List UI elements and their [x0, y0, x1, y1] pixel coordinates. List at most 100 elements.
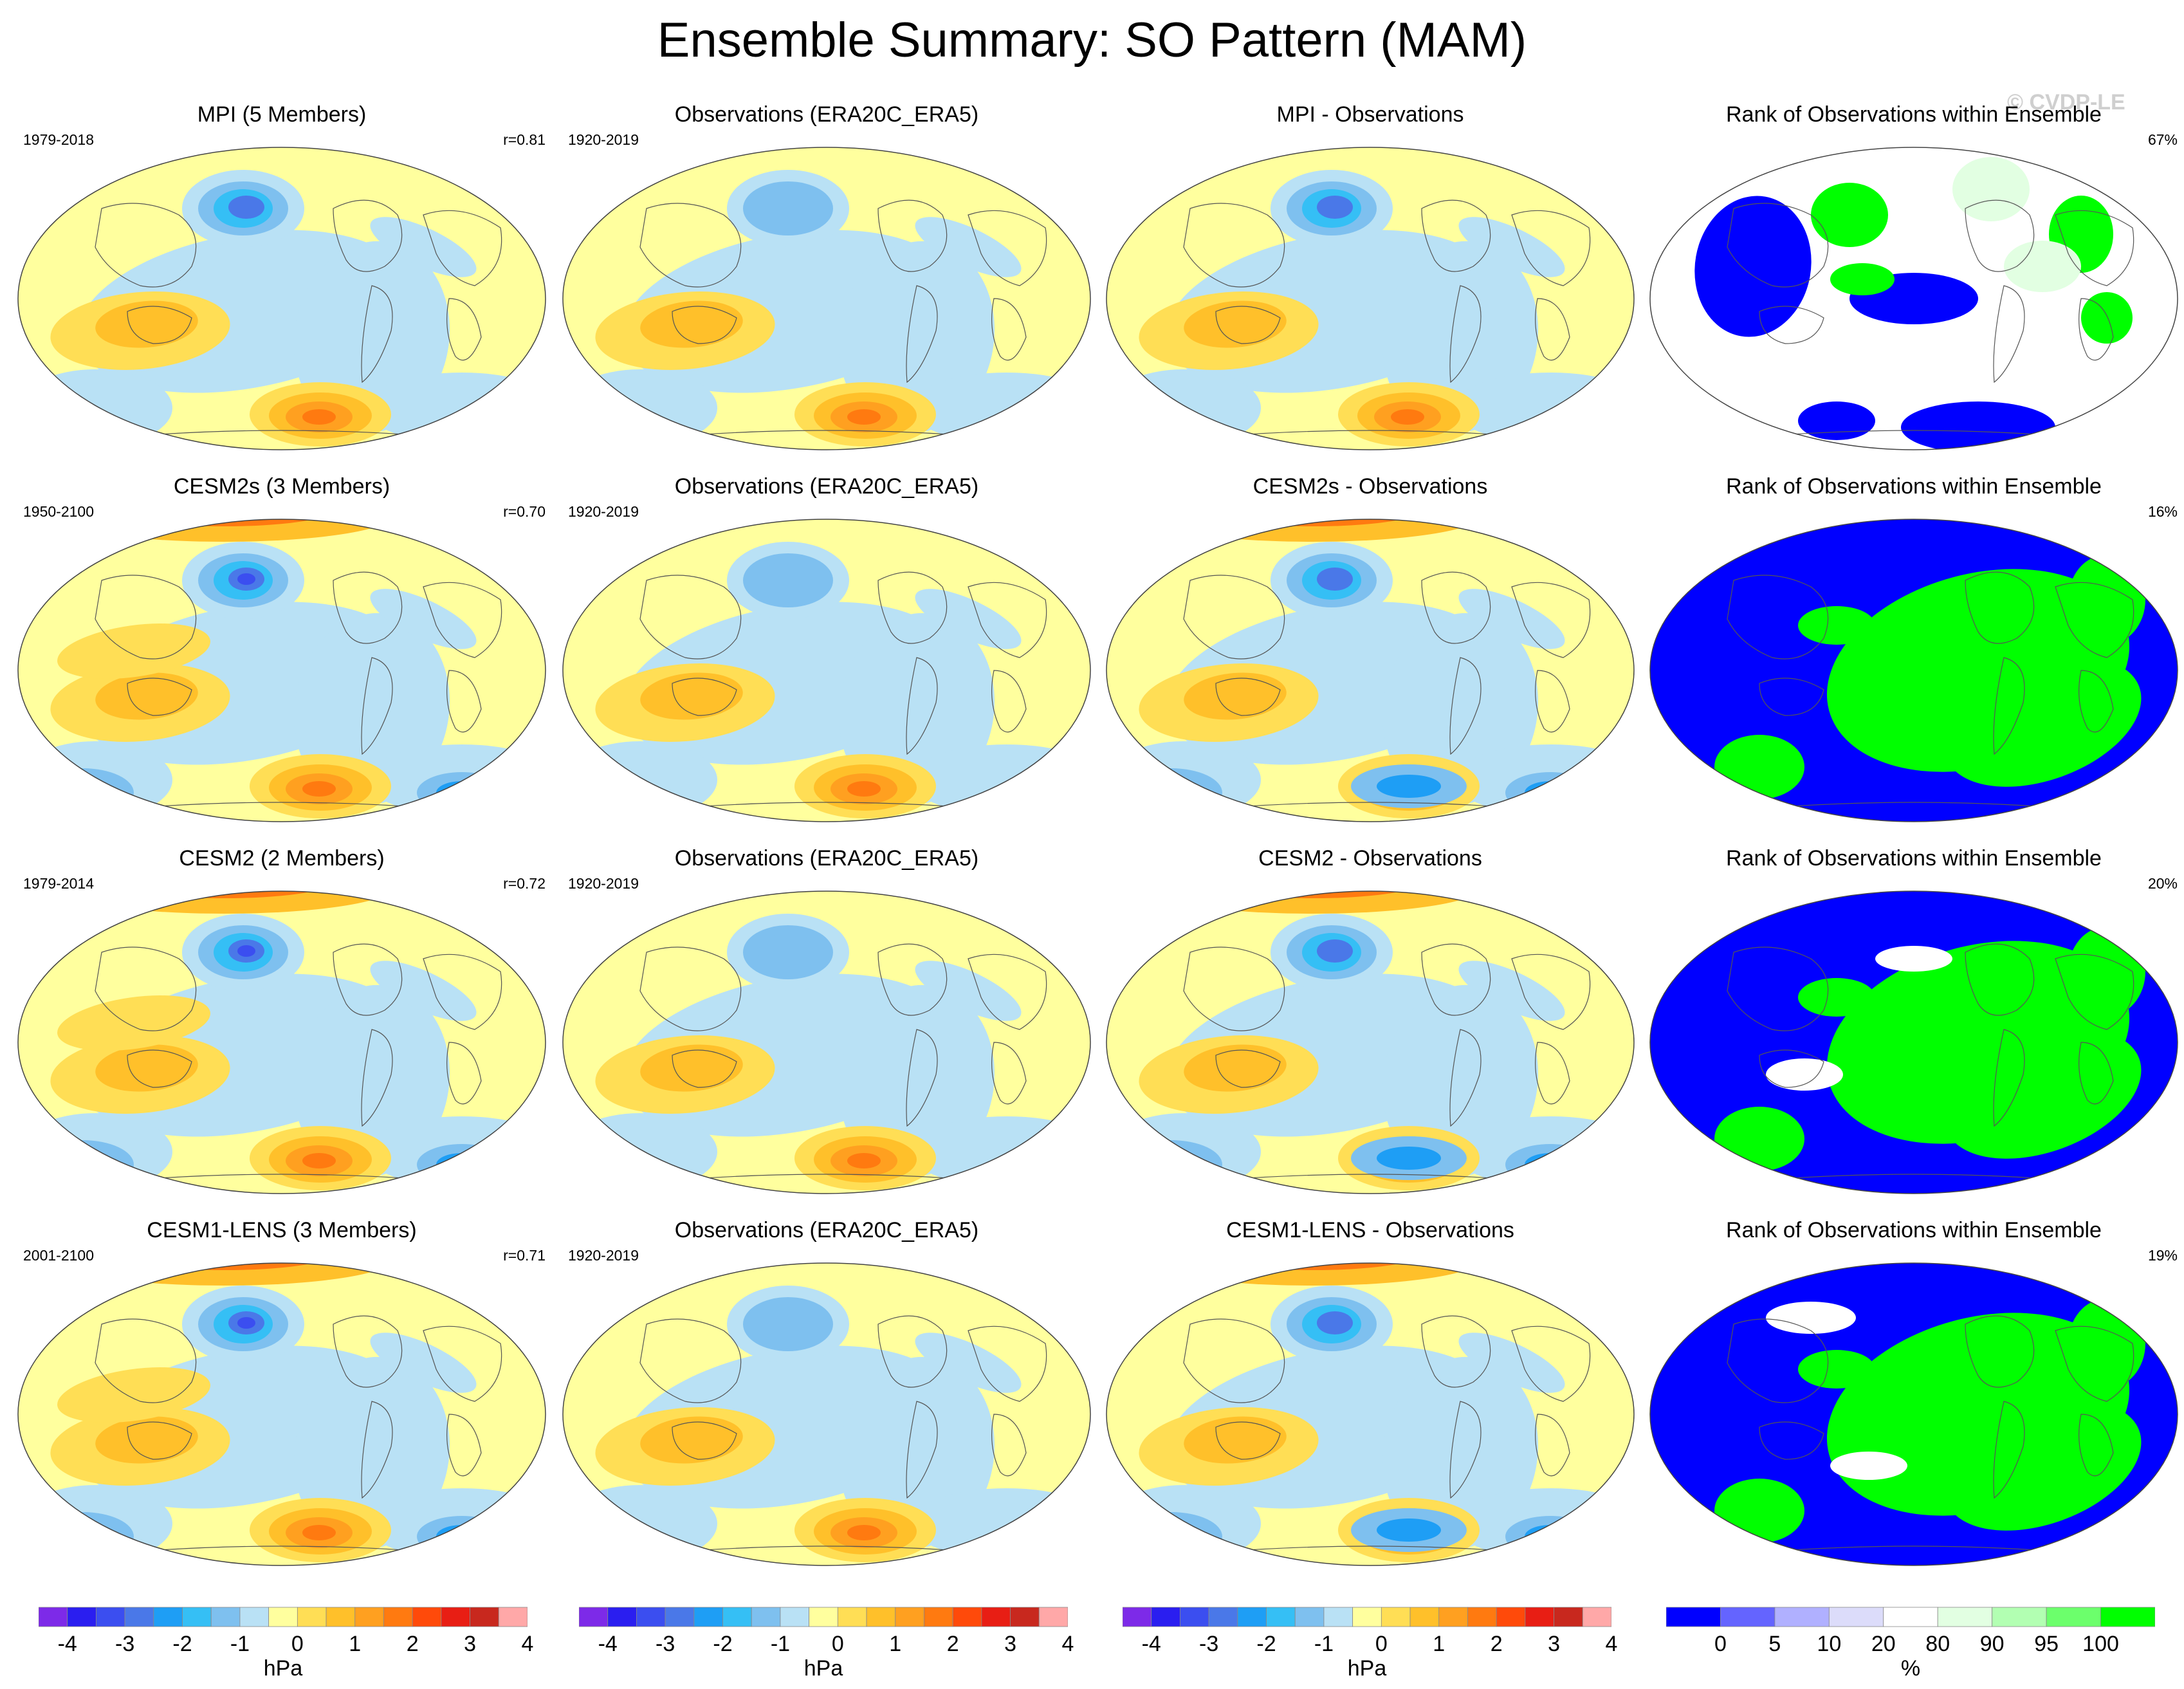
map-projection [562, 519, 1091, 822]
colorbar-swatch-8 [239, 1607, 270, 1627]
colorbar-swatch-14 [412, 1607, 442, 1627]
colorbar-swatch-10 [837, 1607, 867, 1627]
colorbar-observations: -4 -3 -2 -1 0 1 2 3 4 hPa [579, 1603, 1074, 1681]
colorbar-swatch-9 [2100, 1607, 2155, 1627]
colorbar-tick-label: -4 [1141, 1632, 1161, 1656]
colorbar-swatch-2 [1151, 1607, 1180, 1627]
panel-obs-row-4: Observations (ERA20C_ERA5) 1920-2019 [556, 1214, 1097, 1574]
colorbar-swatch-11 [1409, 1607, 1440, 1627]
colorbar-tick-label: -4 [598, 1632, 618, 1656]
colorbar-swatch-7 [751, 1607, 781, 1627]
map-projection [17, 1262, 546, 1566]
map-projection [562, 1262, 1091, 1566]
map-projection [1649, 1262, 2178, 1566]
colorbar-swatch-8 [2046, 1607, 2101, 1627]
colorbar-swatch-1 [579, 1607, 609, 1627]
colorbar-swatch-5 [693, 1607, 723, 1627]
colorbar-tick-label: 1 [349, 1632, 362, 1656]
panel-title: Observations (ERA20C_ERA5) [674, 102, 979, 127]
colorbar-swatch-1 [1123, 1607, 1152, 1627]
colorbar-tick-label: -3 [1198, 1632, 1219, 1656]
colorbar-swatch-4 [665, 1607, 695, 1627]
map-projection [17, 891, 546, 1194]
colorbar-swatch-7 [1294, 1607, 1325, 1627]
colorbar-tick-label: -2 [1256, 1632, 1276, 1656]
panel-title: CESM1-LENS - Observations [1226, 1218, 1514, 1242]
colorbar-tick-label: -2 [713, 1632, 733, 1656]
panel-title: CESM2 (2 Members) [179, 846, 385, 871]
colorbar-swatch-3 [1774, 1607, 1830, 1627]
colorbar-swatch-3 [96, 1607, 125, 1627]
colorbar-swatch-12 [895, 1607, 924, 1627]
panel-obs-row-1: Observations (ERA20C_ERA5) 1920-2019 [556, 98, 1097, 458]
colorbar-swatch-7 [210, 1607, 241, 1627]
panel-model-row-1: MPI (5 Members) 1979-2018 r=0.81 [12, 98, 552, 458]
colorbar-swatch-10 [1381, 1607, 1411, 1627]
year-range: 1920-2019 [568, 503, 639, 520]
colorbar-difference: -4 -3 -2 -1 0 1 2 3 4 hPa [1123, 1603, 1617, 1681]
colorbar-unit: hPa [263, 1656, 303, 1681]
panel-title: CESM2s - Observations [1253, 474, 1488, 499]
colorbar-swatch-5 [1883, 1607, 1938, 1627]
colorbar-swatch-9 [1352, 1607, 1382, 1627]
colorbar-swatch-16 [470, 1607, 499, 1627]
colorbar-swatch-17 [1038, 1607, 1068, 1627]
colorbar-swatch-5 [153, 1607, 183, 1627]
colorbar-swatch-17 [498, 1607, 528, 1627]
colorbar-tick-label: 2 [1490, 1632, 1503, 1656]
colorbar-tick-label: -3 [655, 1632, 675, 1656]
rank-percent: 67% [2147, 131, 2178, 148]
map-projection [1649, 519, 2178, 822]
colorbar-swatch-8 [1323, 1607, 1354, 1627]
rank-percent: 20% [2147, 875, 2178, 892]
colorbar-tick-label: 3 [464, 1632, 477, 1656]
colorbar-swatch-11 [326, 1607, 356, 1627]
colorbar-swatch-4 [124, 1607, 154, 1627]
colorbar-tick-label: 5 [1768, 1632, 1781, 1656]
panel-title: Rank of Observations within Ensemble [1726, 102, 2102, 127]
colorbar-tick-label: 20 [1871, 1632, 1896, 1656]
colorbar-swatch-15 [1525, 1607, 1554, 1627]
colorbar-swatch-2 [1720, 1607, 1776, 1627]
colorbar-tick-label: 4 [1605, 1632, 1618, 1656]
panel-title: MPI - Observations [1276, 102, 1464, 127]
colorbar-swatch-5 [1237, 1607, 1267, 1627]
map-projection [1106, 1262, 1635, 1566]
colorbar-swatch-14 [952, 1607, 982, 1627]
colorbar-tick-label: 2 [406, 1632, 419, 1656]
colorbar-rank: 0 5 10 20 80 90 95 100% [1666, 1603, 2155, 1681]
colorbar-tick-label: 0 [1375, 1632, 1388, 1656]
colorbar-tick-label: 10 [1817, 1632, 1842, 1656]
colorbar-tick-label: 3 [1548, 1632, 1561, 1656]
colorbar-swatch-6 [1937, 1607, 1993, 1627]
colorbar-tick-label: 1 [889, 1632, 902, 1656]
colorbar-swatch-16 [1554, 1607, 1583, 1627]
map-projection [1106, 891, 1635, 1194]
panel-rank-row-2: Rank of Observations within Ensemble 16% [1644, 470, 2184, 830]
colorbar-tick-label: -3 [115, 1632, 135, 1656]
colorbar-swatch-13 [924, 1607, 953, 1627]
panel-rank-row-1: Rank of Observations within Ensemble 67% [1644, 98, 2184, 458]
colorbar-swatch-9 [268, 1607, 298, 1627]
map-projection [1106, 147, 1635, 450]
colorbar-swatch-2 [607, 1607, 637, 1627]
colorbar-swatch-1 [1666, 1607, 1721, 1627]
colorbar-tick-label: 2 [946, 1632, 959, 1656]
colorbar-swatch-12 [354, 1607, 384, 1627]
colorbar-swatch-10 [297, 1607, 327, 1627]
colorbar-swatch-2 [67, 1607, 96, 1627]
colorbar-tick-label: 0 [291, 1632, 304, 1656]
colorbar-swatch-9 [809, 1607, 838, 1627]
map-projection [1649, 147, 2178, 450]
year-range: 1920-2019 [568, 1247, 639, 1264]
colorbar-tick-label: 0 [831, 1632, 844, 1656]
map-projection [562, 891, 1091, 1194]
panel-title: Observations (ERA20C_ERA5) [674, 846, 979, 871]
colorbar-swatch-3 [1180, 1607, 1209, 1627]
colorbar-tick-label: -1 [230, 1632, 250, 1656]
colorbar-swatch-11 [866, 1607, 896, 1627]
panel-diff-row-2: CESM2s - Observations [1100, 470, 1640, 830]
colorbar-swatch-15 [441, 1607, 470, 1627]
panel-model-row-3: CESM2 (2 Members) 1979-2014 r=0.72 [12, 842, 552, 1202]
year-range: 1979-2018 [23, 131, 94, 148]
